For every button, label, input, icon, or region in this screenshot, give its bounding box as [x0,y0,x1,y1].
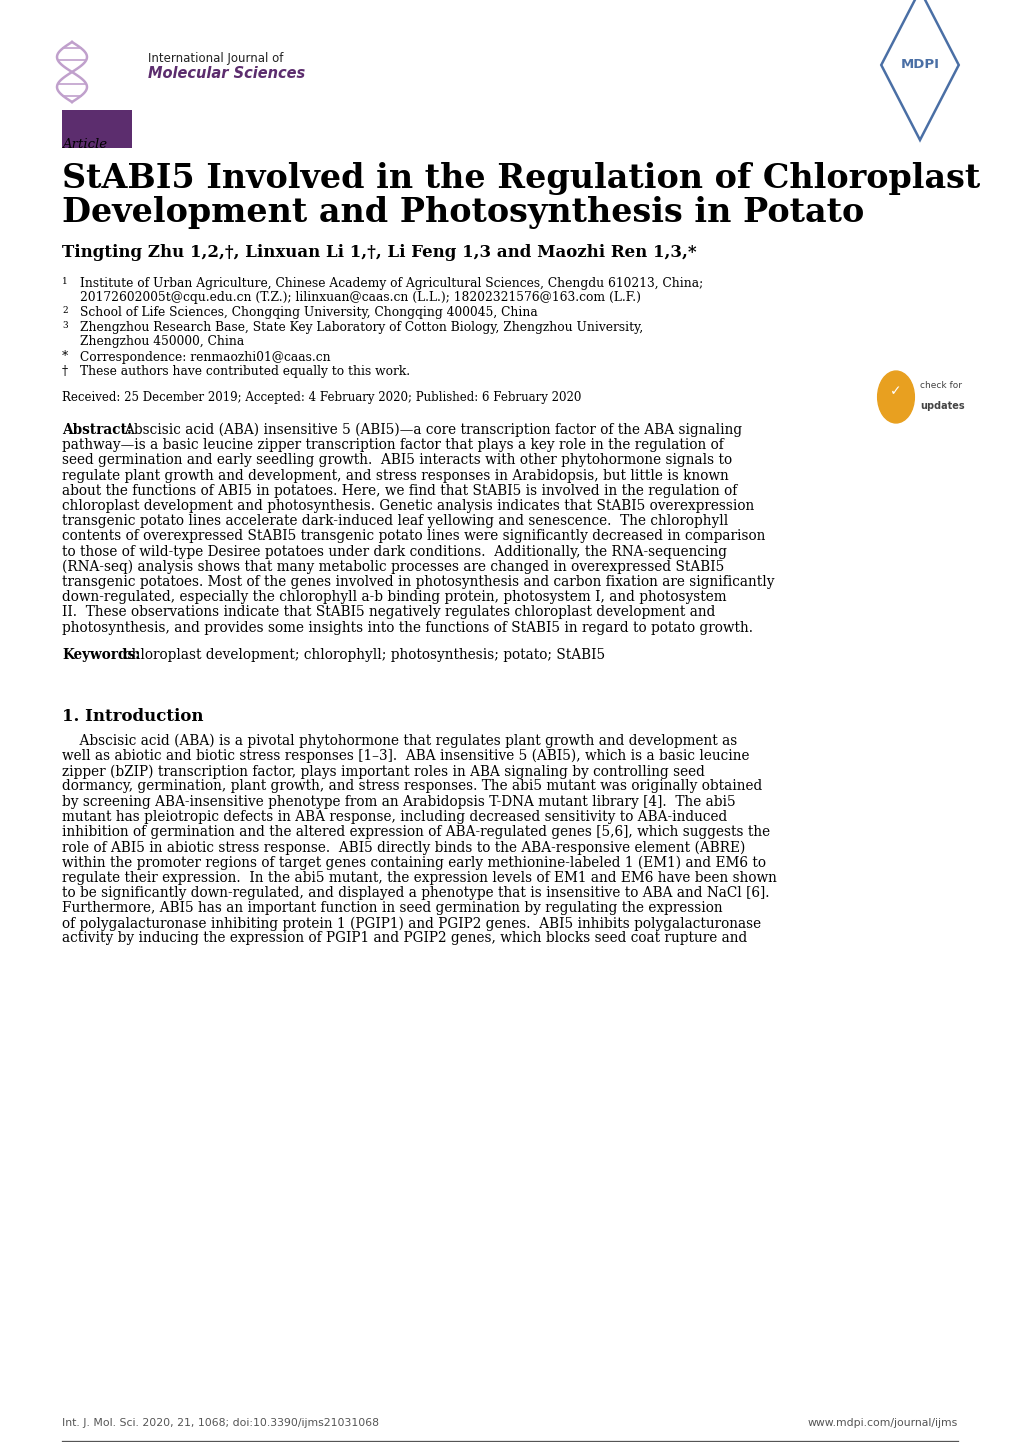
Text: Zhengzhou 450000, China: Zhengzhou 450000, China [79,335,244,348]
Text: well as abiotic and biotic stress responses [1–3].  ABA insensitive 5 (ABI5), wh: well as abiotic and biotic stress respon… [62,748,749,763]
Text: check for: check for [919,381,962,389]
Text: (RNA-seq) analysis shows that many metabolic processes are changed in overexpres: (RNA-seq) analysis shows that many metab… [62,559,723,574]
Text: Received: 25 December 2019; Accepted: 4 February 2020; Published: 6 February 202: Received: 25 December 2019; Accepted: 4 … [62,391,581,404]
Text: School of Life Sciences, Chongqing University, Chongqing 400045, China: School of Life Sciences, Chongqing Unive… [79,306,537,319]
Text: to be significantly down-regulated, and displayed a phenotype that is insensitiv: to be significantly down-regulated, and … [62,885,768,900]
Text: II.  These observations indicate that StABI5 negatively regulates chloroplast de: II. These observations indicate that StA… [62,606,714,620]
Text: dormancy, germination, plant growth, and stress responses. The abi5 mutant was o: dormancy, germination, plant growth, and… [62,779,761,793]
Text: within the promoter regions of target genes containing early methionine-labeled : within the promoter regions of target ge… [62,855,765,870]
Text: regulate plant growth and development, and stress responses in Arabidopsis, but : regulate plant growth and development, a… [62,469,728,483]
Text: MDPI: MDPI [900,59,938,72]
Text: chloroplast development and photosynthesis. Genetic analysis indicates that StAB: chloroplast development and photosynthes… [62,499,753,513]
Text: transgenic potato lines accelerate dark-induced leaf yellowing and senescence.  : transgenic potato lines accelerate dark-… [62,515,728,528]
Text: activity by inducing the expression of PGIP1 and PGIP2 genes, which blocks seed : activity by inducing the expression of P… [62,932,747,946]
FancyBboxPatch shape [62,110,131,149]
Text: role of ABI5 in abiotic stress response.  ABI5 directly binds to the ABA-respons: role of ABI5 in abiotic stress response.… [62,841,745,855]
Text: to those of wild-type Desiree potatoes under dark conditions.  Additionally, the: to those of wild-type Desiree potatoes u… [62,545,727,558]
Text: 1: 1 [62,277,67,286]
Text: Furthermore, ABI5 has an important function in seed germination by regulating th: Furthermore, ABI5 has an important funct… [62,901,721,916]
Text: zipper (bZIP) transcription factor, plays important roles in ABA signaling by co: zipper (bZIP) transcription factor, play… [62,764,704,779]
Text: Article: Article [62,138,107,151]
Text: about the functions of ABI5 in potatoes. Here, we find that StABI5 is involved i: about the functions of ABI5 in potatoes.… [62,485,737,497]
Text: Development and Photosynthesis in Potato: Development and Photosynthesis in Potato [62,196,863,229]
Text: Abscisic acid (ABA) insensitive 5 (ABI5)—a core transcription factor of the ABA : Abscisic acid (ABA) insensitive 5 (ABI5)… [124,423,742,437]
Text: regulate their expression.  In the abi5 mutant, the expression levels of EM1 and: regulate their expression. In the abi5 m… [62,871,776,884]
Text: †: † [62,365,68,378]
Text: Abscisic acid (ABA) is a pivotal phytohormone that regulates plant growth and de: Abscisic acid (ABA) is a pivotal phytoho… [62,734,737,748]
Text: mutant has pleiotropic defects in ABA response, including decreased sensitivity : mutant has pleiotropic defects in ABA re… [62,810,727,823]
Text: contents of overexpressed StABI5 transgenic potato lines were significantly decr: contents of overexpressed StABI5 transge… [62,529,764,544]
Text: transgenic potatoes. Most of the genes involved in photosynthesis and carbon fix: transgenic potatoes. Most of the genes i… [62,575,773,588]
Text: Int. J. Mol. Sci. 2020, 21, 1068; doi:10.3390/ijms21031068: Int. J. Mol. Sci. 2020, 21, 1068; doi:10… [62,1417,379,1428]
Text: seed germination and early seedling growth.  ABI5 interacts with other phytohorm: seed germination and early seedling grow… [62,453,732,467]
Text: 1. Introduction: 1. Introduction [62,708,204,725]
Text: pathway—is a basic leucine zipper transcription factor that plays a key role in : pathway—is a basic leucine zipper transc… [62,438,723,453]
Text: ✓: ✓ [890,384,901,398]
Text: down-regulated, especially the chlorophyll a-b binding protein, photosystem I, a: down-regulated, especially the chlorophy… [62,590,726,604]
Text: www.mdpi.com/journal/ijms: www.mdpi.com/journal/ijms [807,1417,957,1428]
Text: by screening ABA-insensitive phenotype from an Arabidopsis T-DNA mutant library : by screening ABA-insensitive phenotype f… [62,795,735,809]
Text: Institute of Urban Agriculture, Chinese Academy of Agricultural Sciences, Chengd: Institute of Urban Agriculture, Chinese … [79,277,702,290]
Text: 3: 3 [62,322,67,330]
Text: 2: 2 [62,306,67,314]
Text: updates: updates [919,401,964,411]
Text: photosynthesis, and provides some insights into the functions of StABI5 in regar: photosynthesis, and provides some insigh… [62,620,752,634]
Text: Correspondence: renmaozhi01@caas.cn: Correspondence: renmaozhi01@caas.cn [79,350,330,363]
Text: *: * [62,350,68,363]
Text: Molecular Sciences: Molecular Sciences [148,66,305,81]
Text: of polygalacturonase inhibiting protein 1 (PGIP1) and PGIP2 genes.  ABI5 inhibit: of polygalacturonase inhibiting protein … [62,916,760,930]
Text: These authors have contributed equally to this work.: These authors have contributed equally t… [79,365,410,378]
Text: International Journal of: International Journal of [148,52,283,65]
Text: Tingting Zhu 1,2,†, Linxuan Li 1,†, Li Feng 1,3 and Maozhi Ren 1,3,*: Tingting Zhu 1,2,†, Linxuan Li 1,†, Li F… [62,244,696,261]
Circle shape [876,371,913,423]
Text: inhibition of germination and the altered expression of ABA-regulated genes [5,6: inhibition of germination and the altere… [62,825,769,839]
Text: Abstract:: Abstract: [62,423,131,437]
Text: Keywords:: Keywords: [62,647,140,662]
Text: Zhengzhou Research Base, State Key Laboratory of Cotton Biology, Zhengzhou Unive: Zhengzhou Research Base, State Key Labor… [79,322,643,335]
Text: 20172602005t@cqu.edu.cn (T.Z.); lilinxuan@caas.cn (L.L.); 18202321576@163.com (L: 20172602005t@cqu.edu.cn (T.Z.); lilinxua… [79,290,640,303]
Text: StABI5 Involved in the Regulation of Chloroplast: StABI5 Involved in the Regulation of Chl… [62,162,979,195]
Text: chloroplast development; chlorophyll; photosynthesis; potato; StABI5: chloroplast development; chlorophyll; ph… [124,647,604,662]
